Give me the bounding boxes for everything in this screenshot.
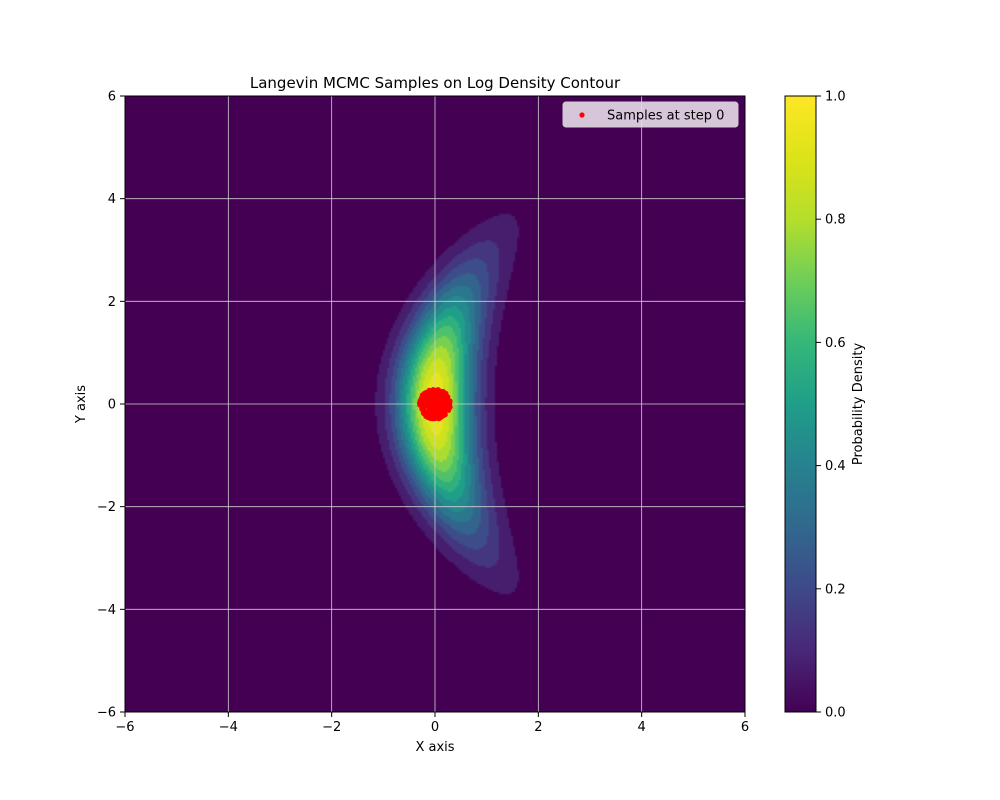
sample-point xyxy=(428,395,434,402)
sample-point xyxy=(443,402,449,408)
x-tick-label: 4 xyxy=(638,720,646,735)
sample-point xyxy=(435,413,441,419)
y-axis-label: Y axis xyxy=(74,385,89,424)
x-axis-ticks: −6 −4 −2 0 2 4 6 xyxy=(115,712,749,735)
sample-point xyxy=(439,406,445,412)
chart-title: Langevin MCMC Samples on Log Density Con… xyxy=(250,74,621,92)
sample-point xyxy=(428,388,434,394)
sample-point xyxy=(443,390,449,397)
sample-point xyxy=(423,389,429,396)
colorbar-gradient xyxy=(784,95,817,713)
sample-point xyxy=(447,404,453,410)
legend: Samples at step 0 xyxy=(562,101,739,128)
colorbar-label: Probability Density xyxy=(851,343,866,466)
x-tick-label: −4 xyxy=(219,720,238,735)
y-tick-label: 6 xyxy=(108,90,116,105)
colorbar-ticks: 0.0 0.2 0.4 0.6 0.8 1.0 xyxy=(816,90,846,721)
x-axis-label: X axis xyxy=(415,740,454,755)
legend-marker xyxy=(579,112,585,118)
colorbar-tick-label: 1.0 xyxy=(825,90,846,105)
x-tick-label: −2 xyxy=(322,720,341,735)
colorbar-tick-label: 0.4 xyxy=(825,459,846,474)
sample-point xyxy=(429,412,436,418)
colorbar-tick-label: 0.0 xyxy=(825,706,846,721)
y-tick-label: 0 xyxy=(108,398,116,413)
x-tick-label: 2 xyxy=(534,720,542,735)
y-tick-label: −2 xyxy=(97,500,116,515)
y-tick-label: 2 xyxy=(108,295,116,310)
x-tick-label: −6 xyxy=(115,720,134,735)
sample-point xyxy=(423,396,429,402)
colorbar: 0.0 0.2 0.4 0.6 0.8 1.0 Probability Density xyxy=(784,90,866,721)
y-axis-ticks: −6 −4 −2 0 2 4 6 xyxy=(97,90,125,721)
legend-label: Samples at step 0 xyxy=(607,109,724,124)
x-tick-label: 6 xyxy=(741,720,749,735)
sample-point xyxy=(419,406,425,412)
sample-point xyxy=(438,395,445,401)
sample-point xyxy=(429,406,435,413)
x-tick-label: 0 xyxy=(431,720,439,735)
sample-point xyxy=(434,388,440,394)
y-tick-label: −4 xyxy=(97,603,116,618)
sample-points xyxy=(416,387,453,422)
sample-point xyxy=(425,412,431,419)
y-tick-label: −6 xyxy=(97,706,116,721)
y-tick-label: 4 xyxy=(108,192,116,207)
sample-point xyxy=(447,400,453,406)
sample-point xyxy=(421,400,428,406)
sample-point xyxy=(432,393,438,399)
sample-point xyxy=(421,410,427,416)
colorbar-tick-label: 0.2 xyxy=(825,582,846,597)
colorbar-tick-label: 0.8 xyxy=(825,213,846,228)
sample-point xyxy=(431,400,438,406)
sample-point xyxy=(429,416,436,422)
colorbar-tick-label: 0.6 xyxy=(825,336,846,351)
legend-box xyxy=(562,101,739,128)
